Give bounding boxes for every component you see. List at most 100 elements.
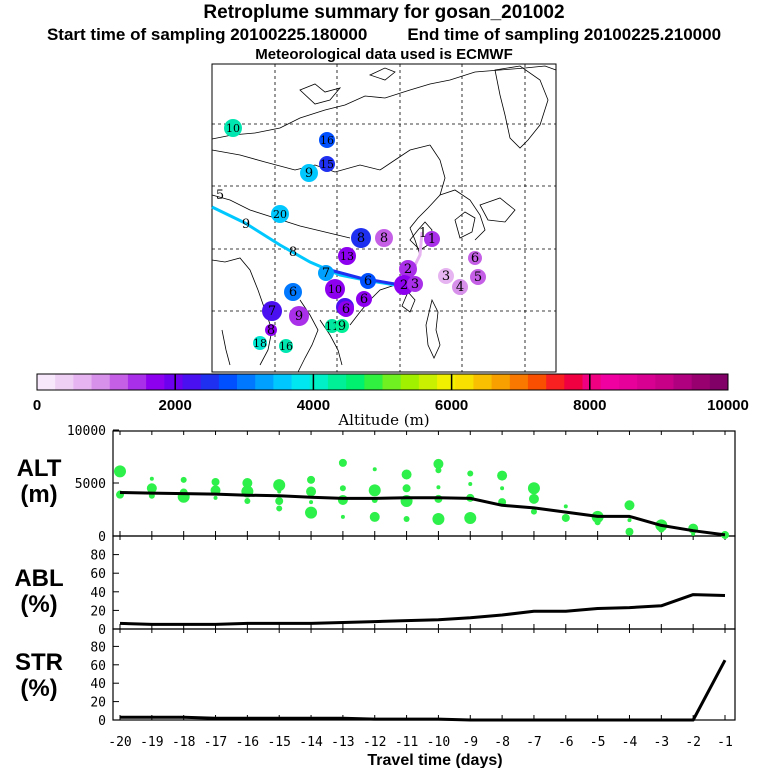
colorbar-cell xyxy=(237,374,256,390)
alt-scatter-point xyxy=(436,485,441,490)
colorbar-cell xyxy=(273,374,292,390)
x-tick-label: -17 xyxy=(204,735,227,750)
str-panel-label: STR (%) xyxy=(4,650,74,702)
plume-track-mid xyxy=(329,268,396,286)
colorbar-cell xyxy=(546,374,565,390)
map-marker: 20 xyxy=(271,205,289,223)
map-marker: 15 xyxy=(319,156,335,172)
series-lines xyxy=(119,491,727,722)
colorbar-cell xyxy=(327,374,347,390)
colorbar-tick-label: 2000 xyxy=(159,397,192,414)
map-marker-label: 11 xyxy=(325,320,339,333)
map-marker: 1 xyxy=(424,231,440,247)
start-time-label: Start time of sampling 20100225.180000 xyxy=(46,25,368,44)
map-marker: 11 xyxy=(325,319,339,333)
map-marker-label: 3 xyxy=(442,269,450,284)
alt-scatter-point xyxy=(691,531,696,536)
abl-y-axis: 80 60 40 20 0 xyxy=(90,549,119,638)
colorbar-ticks: 0 2000 4000 6000 8000 10000 xyxy=(33,374,749,414)
alt-scatter-point xyxy=(305,506,318,519)
alt-scatter-point xyxy=(563,504,568,509)
str-y-axis: 80 60 40 20 0 xyxy=(90,640,119,729)
map-marker-label: 9 xyxy=(295,309,303,324)
alt-scatter-point xyxy=(497,470,508,481)
map-marker-dot xyxy=(318,265,334,281)
colorbar-cell xyxy=(364,374,383,390)
alt-scatter-point xyxy=(180,476,187,483)
colorbar-cell xyxy=(400,374,420,390)
colorbar-tick-label: 6000 xyxy=(435,397,468,414)
colorbar-frame xyxy=(36,373,729,391)
alt-scatter-point xyxy=(369,511,380,522)
map-marker: 2 xyxy=(399,260,417,278)
colorbar-cell xyxy=(218,374,238,390)
colorbar-cell xyxy=(55,374,74,390)
alt-scatter-point xyxy=(468,482,473,487)
alt-scatter-point xyxy=(561,513,570,522)
colorbar-cell xyxy=(309,374,329,390)
alt-scatter-point xyxy=(307,475,316,484)
colorbar-cell xyxy=(527,374,547,390)
colorbar-cell xyxy=(346,374,365,390)
colorbar-tick-label: 4000 xyxy=(297,397,330,414)
colorbar-cell xyxy=(146,374,165,390)
map-marker-dot xyxy=(224,119,242,137)
map-marker-dot xyxy=(470,269,486,285)
alt-scatter-point xyxy=(149,476,154,481)
x-tick-label: -2 xyxy=(685,735,701,750)
colorbar-cell xyxy=(600,374,620,390)
map-marker-dot xyxy=(424,231,440,247)
colorbar-cell xyxy=(200,374,220,390)
alt-scatter-point xyxy=(627,518,632,523)
colorbar-cell xyxy=(618,374,638,390)
map-markers: 1016159205988116543136710862612379611918… xyxy=(216,119,486,353)
map-marker-label: 5 xyxy=(474,270,482,285)
x-tick-label: -4 xyxy=(622,735,638,750)
colorbar-cell xyxy=(255,374,274,390)
map-marker-dot xyxy=(319,132,335,148)
colorbar-tick-label: 8000 xyxy=(573,397,606,414)
map-marker-dot xyxy=(265,324,277,336)
x-tick-label: -9 xyxy=(462,735,478,750)
map-marker-label: 8 xyxy=(289,245,297,260)
map-marker-dot xyxy=(375,229,393,247)
x-tick-label: -11 xyxy=(395,735,418,750)
alt-y-axis: 10000 5000 0 xyxy=(67,424,119,545)
colorbar-cell xyxy=(582,374,602,390)
alt-scatter-point xyxy=(211,477,220,486)
map-marker-dot xyxy=(452,279,468,295)
alt-scatter-point xyxy=(467,470,474,477)
colorbar-cell xyxy=(382,374,402,390)
alt-scatter-point xyxy=(624,500,635,511)
colorbar-cells xyxy=(37,374,729,390)
x-tick-label: -8 xyxy=(494,735,510,750)
map-marker-label: 8 xyxy=(267,323,275,338)
alt-scatter-point xyxy=(306,486,317,497)
map-marker: 18 xyxy=(253,336,267,350)
map-marker-label: 1 xyxy=(428,232,436,247)
colorbar-cell xyxy=(473,374,493,390)
colorbar-cell xyxy=(37,374,56,390)
map-marker-label: 9 xyxy=(338,319,346,334)
map-marker-dot xyxy=(338,301,354,317)
alt-scatter-point xyxy=(146,483,157,494)
alt-scatter-point xyxy=(527,482,540,495)
map-marker: 13 xyxy=(338,247,356,265)
colorbar-cell xyxy=(709,374,729,390)
y-tick-label: 20 xyxy=(90,696,106,711)
end-time-label: End time of sampling 20100225.210000 xyxy=(407,25,722,44)
map-marker-label: 2 xyxy=(400,278,408,293)
map-marker-dot xyxy=(262,301,282,321)
x-tick-label: -6 xyxy=(558,735,574,750)
map-marker: 6 xyxy=(356,291,372,307)
alt-scatter-point xyxy=(213,495,218,500)
map-marker-label: 6 xyxy=(471,251,479,266)
alt-scatter-point xyxy=(337,494,348,505)
colorbar-cell xyxy=(509,374,529,390)
alt-scatter-point xyxy=(114,465,126,478)
y-tick-label: 20 xyxy=(90,604,106,619)
colorbar-cell xyxy=(291,374,311,390)
x-tick-label: -3 xyxy=(653,735,669,750)
